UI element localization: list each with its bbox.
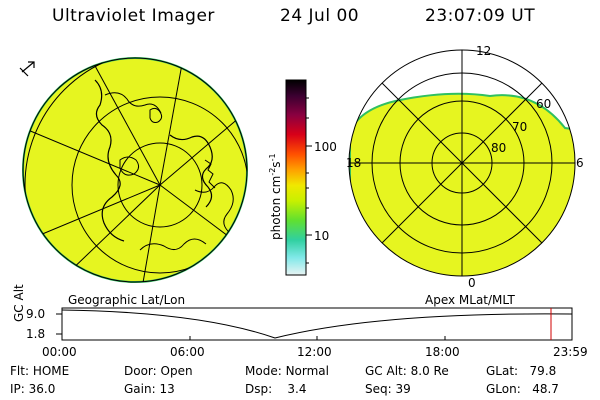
x-tick-1800: 18:00 xyxy=(425,345,460,359)
status-glat: GLat: 79.8 xyxy=(486,364,557,378)
mlt-label-0: 0 xyxy=(468,276,476,290)
magnetic-image-region xyxy=(349,92,575,276)
mlat-label-80: 80 xyxy=(491,141,507,155)
altitude-curve xyxy=(61,309,573,339)
status-gain: Gain: 13 xyxy=(124,382,175,396)
x-tick-0000: 00:00 xyxy=(42,345,77,359)
status-mode: Mode: Normal xyxy=(245,364,329,378)
status-glon: GLon: 48.7 xyxy=(486,382,559,396)
magnetic-map xyxy=(348,49,576,277)
mlat-label-60: 60 xyxy=(536,97,552,111)
status-door: Door: Open xyxy=(124,364,193,378)
geographic-map xyxy=(19,57,248,283)
altitude-tick-1-8: 1.8 xyxy=(26,327,46,341)
colorbar-tick-100: 100 xyxy=(314,140,337,154)
instrument-title: Ultraviolet Imager xyxy=(52,6,215,26)
lat-circle-60 xyxy=(24,58,247,282)
lat-circle-70 xyxy=(71,96,247,274)
lat-circle-80 xyxy=(117,142,203,228)
magnetic-caption: Apex MLat/MLT xyxy=(425,293,515,307)
geographic-caption: Geographic Lat/Lon xyxy=(68,293,186,307)
status-dsp: Dsp: 3.4 xyxy=(245,382,307,396)
time-label: 23:07:09 UT xyxy=(425,6,536,26)
colorbar-unit-label: photon cm-2s-1 xyxy=(268,153,283,240)
status-ip: IP: 36.0 xyxy=(10,382,56,396)
geographic-map-border xyxy=(22,57,248,283)
x-tick-2359: 23:59 xyxy=(553,345,588,359)
compass-arrow-icon xyxy=(19,61,35,77)
altitude-tick-9: 9.0 xyxy=(26,307,46,321)
status-flt: Flt: HOME xyxy=(10,364,70,378)
mlt-label-18: 18 xyxy=(346,156,362,170)
altitude-plot-frame xyxy=(61,307,573,341)
altitude-plot xyxy=(56,307,573,341)
geographic-image-disk xyxy=(22,57,248,283)
status-seq: Seq: 39 xyxy=(365,382,411,396)
x-tick-1200: 12:00 xyxy=(297,345,332,359)
mlat-label-70: 70 xyxy=(512,120,528,134)
status-gc-alt: GC Alt: 8.0 Re xyxy=(365,364,449,378)
mlt-label-6: 6 xyxy=(576,156,584,170)
colorbar xyxy=(285,79,312,276)
colorbar-gradient xyxy=(285,79,307,276)
mlt-label-12: 12 xyxy=(476,44,492,58)
colorbar-tick-10: 10 xyxy=(314,229,330,243)
altitude-ylabel: GC Alt xyxy=(12,284,26,322)
x-tick-0600: 06:00 xyxy=(170,345,205,359)
date-label: 24 Jul 00 xyxy=(280,6,360,26)
